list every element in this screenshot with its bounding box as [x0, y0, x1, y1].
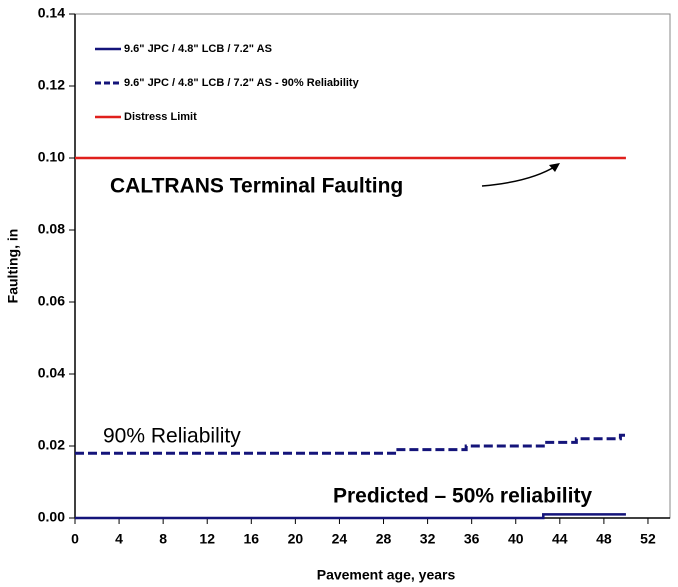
series-line — [75, 513, 626, 520]
x-tick-label: 28 — [376, 531, 392, 547]
annotation: Predicted – 50% reliability — [333, 485, 592, 508]
arrow-head — [549, 163, 560, 172]
x-tick-label: 12 — [199, 531, 215, 547]
y-tick-label: 0.04 — [38, 365, 65, 381]
legend-label: 9.6" JPC / 4.8" LCB / 7.2" AS — [124, 43, 272, 55]
y-tick-label: 0.00 — [38, 509, 65, 525]
x-tick-label: 36 — [464, 531, 480, 547]
x-tick-label: 0 — [71, 531, 79, 547]
y-tick-label: 0.06 — [38, 293, 65, 309]
y-axis-label: Faulting, in — [5, 229, 21, 304]
arrow — [481, 165, 557, 187]
annotation: 90% Reliability — [103, 425, 241, 448]
x-tick-label: 20 — [288, 531, 304, 547]
y-tick-label: 0.02 — [38, 437, 65, 453]
x-tick-label: 52 — [640, 531, 656, 547]
x-tick-label: 4 — [115, 531, 123, 547]
series-line — [75, 433, 626, 455]
x-tick-label: 48 — [596, 531, 612, 547]
x-tick-label: 32 — [420, 531, 436, 547]
y-tick-label: 0.12 — [38, 77, 65, 93]
x-tick-label: 24 — [332, 531, 348, 547]
y-tick-label: 0.14 — [38, 5, 65, 21]
legend-label: Distress Limit — [124, 111, 197, 123]
annotation: CALTRANS Terminal Faulting — [110, 175, 403, 198]
x-tick-label: 44 — [552, 531, 568, 547]
x-tick-label: 16 — [244, 531, 260, 547]
legend-label: 9.6" JPC / 4.8" LCB / 7.2" AS - 90% Reli… — [124, 77, 360, 89]
x-tick-label: 8 — [159, 531, 167, 547]
x-tick-label: 40 — [508, 531, 524, 547]
y-tick-label: 0.10 — [38, 149, 65, 165]
y-tick-label: 0.08 — [38, 221, 65, 237]
x-axis-label: Pavement age, years — [317, 567, 456, 583]
